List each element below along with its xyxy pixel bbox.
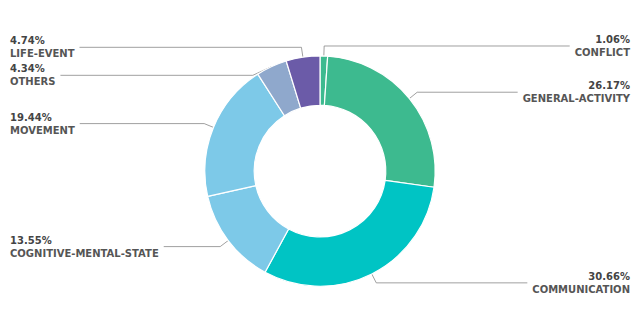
svg-text:COGNITIVE-MENTAL-STATE: COGNITIVE-MENTAL-STATE bbox=[10, 248, 159, 259]
svg-text:COMMUNICATION: COMMUNICATION bbox=[532, 284, 630, 295]
svg-text:LIFE-EVENT: LIFE-EVENT bbox=[10, 48, 75, 59]
svg-text:26.17%: 26.17% bbox=[588, 80, 630, 91]
svg-text:19.44%: 19.44% bbox=[10, 112, 52, 123]
svg-text:CONFLICT: CONFLICT bbox=[575, 47, 630, 58]
svg-text:4.74%: 4.74% bbox=[10, 35, 45, 46]
svg-text:OTHERS: OTHERS bbox=[10, 76, 55, 87]
svg-text:1.06%: 1.06% bbox=[595, 34, 630, 45]
svg-text:30.66%: 30.66% bbox=[588, 271, 630, 282]
svg-text:13.55%: 13.55% bbox=[10, 235, 52, 246]
svg-text:4.34%: 4.34% bbox=[10, 63, 45, 74]
svg-text:GENERAL-ACTIVITY: GENERAL-ACTIVITY bbox=[523, 93, 631, 104]
svg-text:MOVEMENT: MOVEMENT bbox=[10, 125, 75, 136]
